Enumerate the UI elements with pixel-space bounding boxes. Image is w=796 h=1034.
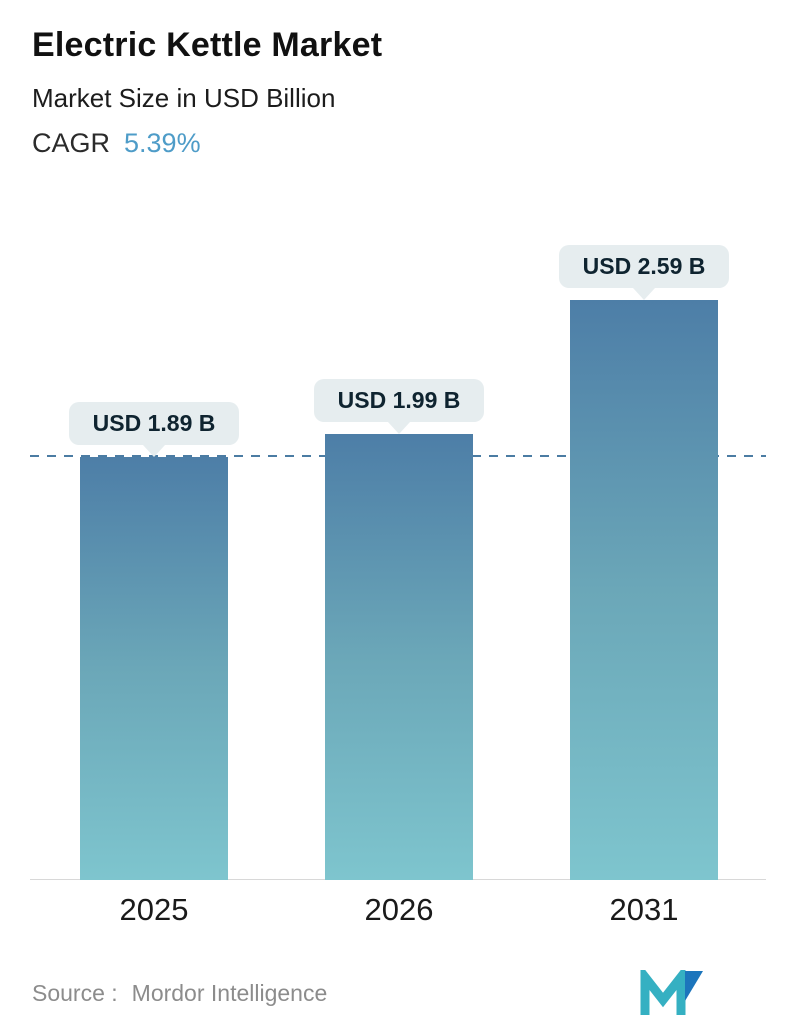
x-label-2025: 2025 xyxy=(119,892,189,927)
mordor-intelligence-logo-icon xyxy=(640,970,703,1015)
value-label-pointer xyxy=(388,422,410,434)
bar-2025 xyxy=(80,457,228,880)
source-text: Source : Mordor Intelligence xyxy=(32,980,327,1007)
value-label-2031: USD 2.59 B xyxy=(558,245,730,288)
value-label-2026: USD 1.99 B xyxy=(313,379,485,422)
bars-area: USD 1.89 B USD 1.99 B USD 2.59 B xyxy=(30,240,766,880)
bar-chart: USD 1.89 B USD 1.99 B USD 2.59 B xyxy=(30,240,766,880)
chart-footer: Source : Mordor Intelligence xyxy=(0,970,796,1016)
cagr-row: CAGR 5.39% xyxy=(32,128,764,159)
bar-group-2031: USD 2.59 B xyxy=(558,245,730,880)
page-title: Electric Kettle Market xyxy=(32,26,383,64)
value-label-2025: USD 1.89 B xyxy=(68,402,240,445)
x-label-2031: 2031 xyxy=(609,892,679,927)
x-axis-labels: 2025 2026 2031 xyxy=(30,892,766,928)
bar-2031 xyxy=(570,300,718,880)
chart-header: Electric Kettle Market Market Size in US… xyxy=(0,0,796,159)
source-label: Source : xyxy=(32,979,118,1006)
source-value: Mordor Intelligence xyxy=(131,979,328,1006)
cagr-value: 5.39% xyxy=(124,128,201,158)
value-label-pointer xyxy=(143,445,165,457)
bar-group-2025: USD 1.89 B xyxy=(68,402,240,880)
value-label-pointer xyxy=(633,288,655,300)
bar-group-2026: USD 1.99 B xyxy=(313,379,485,880)
cagr-label: CAGR xyxy=(32,128,111,158)
x-label-2026: 2026 xyxy=(364,892,434,927)
bar-2026 xyxy=(325,434,473,880)
chart-subtitle: Market Size in USD Billion xyxy=(32,83,336,113)
